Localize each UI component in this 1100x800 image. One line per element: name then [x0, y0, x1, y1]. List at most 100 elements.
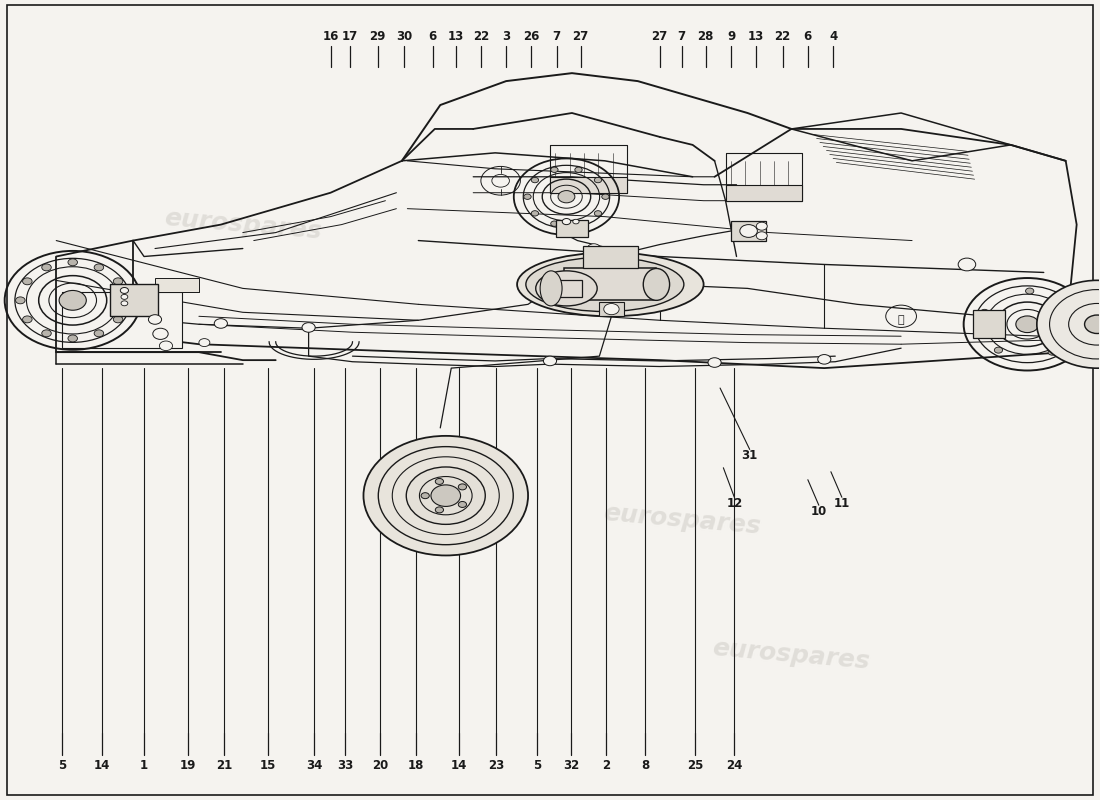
Circle shape [531, 178, 539, 182]
Text: 23: 23 [488, 758, 505, 772]
Circle shape [68, 259, 77, 266]
Circle shape [543, 356, 557, 366]
Bar [551, 280, 582, 297]
Bar [732, 222, 767, 241]
Text: 12: 12 [726, 497, 742, 510]
Circle shape [406, 467, 485, 524]
Text: 33: 33 [337, 758, 353, 772]
Circle shape [575, 167, 582, 173]
Text: 8: 8 [641, 758, 650, 772]
Text: 21: 21 [216, 758, 232, 772]
Bar [974, 310, 1005, 338]
Circle shape [980, 310, 989, 315]
Circle shape [1015, 316, 1038, 333]
Text: 15: 15 [260, 758, 276, 772]
Circle shape [421, 493, 429, 498]
Circle shape [587, 244, 601, 254]
Text: 19: 19 [179, 758, 196, 772]
Circle shape [1085, 315, 1100, 334]
Bar [556, 220, 587, 237]
Circle shape [42, 264, 52, 271]
Text: 27: 27 [573, 30, 588, 43]
Text: 28: 28 [697, 30, 714, 43]
Ellipse shape [526, 258, 684, 311]
Text: 6: 6 [429, 30, 437, 43]
Bar [564, 269, 657, 300]
Circle shape [68, 335, 77, 342]
Circle shape [558, 190, 575, 203]
Text: 14: 14 [451, 758, 468, 772]
Text: 1: 1 [140, 758, 148, 772]
Text: eurospares: eurospares [712, 636, 871, 674]
Circle shape [121, 301, 128, 306]
Circle shape [740, 225, 758, 238]
Circle shape [531, 210, 539, 216]
Circle shape [1037, 280, 1100, 368]
Text: 22: 22 [774, 30, 791, 43]
Text: ⓕ: ⓕ [898, 315, 904, 326]
Circle shape [994, 347, 1002, 353]
Circle shape [160, 341, 173, 350]
Circle shape [302, 322, 316, 332]
Text: 5: 5 [532, 758, 541, 772]
Circle shape [1025, 288, 1034, 294]
Text: 22: 22 [473, 30, 490, 43]
Polygon shape [550, 177, 627, 193]
Ellipse shape [644, 269, 670, 300]
Text: 25: 25 [686, 758, 703, 772]
Text: eurospares: eurospares [602, 501, 761, 538]
Circle shape [431, 485, 461, 506]
Circle shape [1048, 349, 1056, 355]
Circle shape [562, 218, 571, 225]
Text: 16: 16 [322, 30, 339, 43]
Circle shape [958, 258, 976, 271]
Circle shape [551, 221, 558, 226]
Bar [62, 292, 183, 348]
Circle shape [459, 502, 466, 507]
Circle shape [436, 507, 443, 513]
Bar [600, 302, 624, 316]
Text: 20: 20 [372, 758, 388, 772]
Circle shape [602, 194, 609, 199]
Circle shape [23, 316, 32, 323]
Circle shape [23, 278, 32, 285]
Circle shape [95, 330, 103, 337]
Text: 14: 14 [95, 758, 110, 772]
Text: 7: 7 [552, 30, 561, 43]
Ellipse shape [517, 253, 704, 316]
Text: 7: 7 [678, 30, 685, 43]
Circle shape [199, 338, 210, 346]
Circle shape [214, 318, 228, 328]
Text: 26: 26 [524, 30, 539, 43]
Text: 6: 6 [804, 30, 812, 43]
Circle shape [120, 297, 130, 304]
Text: 29: 29 [370, 30, 386, 43]
Circle shape [757, 232, 768, 240]
Text: 10: 10 [811, 505, 827, 518]
Circle shape [59, 290, 86, 310]
Circle shape [95, 264, 103, 271]
Circle shape [15, 297, 25, 304]
Circle shape [436, 478, 443, 485]
Circle shape [604, 303, 619, 314]
Circle shape [113, 278, 123, 285]
Text: 3: 3 [502, 30, 510, 43]
Text: 27: 27 [651, 30, 668, 43]
Text: 13: 13 [748, 30, 764, 43]
Bar [155, 278, 199, 292]
Text: 11: 11 [834, 497, 850, 510]
Circle shape [42, 330, 52, 337]
Circle shape [121, 294, 128, 299]
Circle shape [148, 314, 162, 324]
Polygon shape [726, 185, 802, 201]
Circle shape [459, 484, 466, 490]
Text: 31: 31 [741, 450, 758, 462]
Text: 4: 4 [829, 30, 837, 43]
Text: 32: 32 [563, 758, 579, 772]
Circle shape [817, 354, 830, 364]
Ellipse shape [540, 271, 562, 306]
Circle shape [594, 210, 602, 216]
Circle shape [573, 219, 579, 224]
Circle shape [113, 316, 123, 323]
Circle shape [1067, 313, 1076, 318]
